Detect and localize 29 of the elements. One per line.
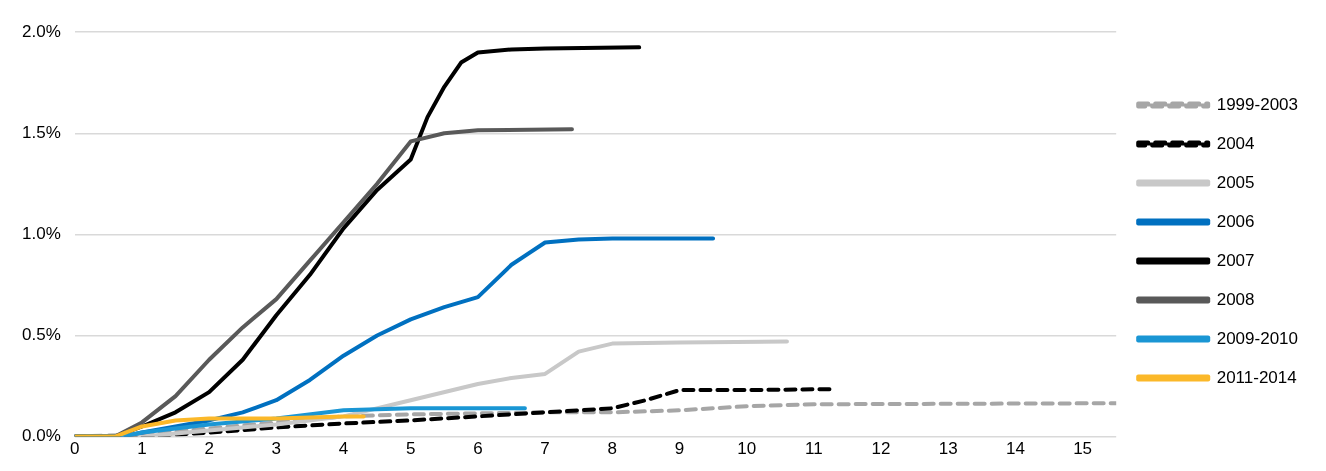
x-tick-label: 15	[1073, 439, 1093, 459]
y-tick-label: 1.5%	[22, 122, 61, 142]
y-tick-label: 1.0%	[22, 224, 61, 244]
x-tick-label: 12	[871, 439, 891, 459]
x-tick-label: 4	[338, 439, 349, 459]
x-tick-label: 3	[271, 439, 282, 459]
x-tick-label: 13	[938, 439, 958, 459]
x-tick-label: 0	[70, 439, 80, 459]
x-tick-label: 11	[805, 439, 823, 459]
x-tick-label: 7	[540, 439, 550, 459]
legend-label: 2007	[1216, 250, 1255, 270]
legend-label: 2008	[1216, 289, 1255, 309]
legend-label: 2005	[1216, 172, 1255, 192]
x-tick-label: 10	[737, 439, 757, 459]
legend-label: 2006	[1216, 211, 1255, 231]
x-tick-label: 5	[405, 439, 416, 459]
x-tick-label: 8	[607, 439, 618, 459]
legend-label: 1999-2003	[1216, 94, 1299, 114]
y-tick-label: 2.0%	[22, 21, 61, 41]
legend-label: 2011-2014	[1216, 367, 1297, 387]
x-tick-label: 9	[674, 439, 685, 459]
x-tick-label: 2	[204, 439, 214, 459]
y-tick-label: 0.5%	[22, 325, 61, 345]
x-tick-label: 14	[1005, 439, 1025, 459]
x-tick-label: 1	[137, 439, 147, 459]
legend-label: 2004	[1216, 133, 1255, 153]
y-tick-label: 0.0%	[22, 426, 61, 446]
legend-label: 2009-2010	[1216, 328, 1299, 348]
x-tick-label: 6	[473, 439, 483, 459]
